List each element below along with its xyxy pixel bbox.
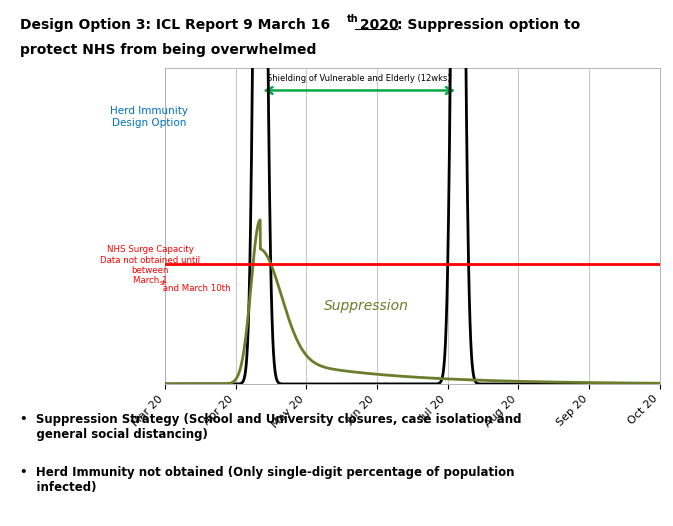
Text: and March 10th: and March 10th (160, 284, 231, 292)
Text: NHS Surge Capacity
Data not obtained until
between
March 1: NHS Surge Capacity Data not obtained unt… (100, 245, 200, 285)
Text: •  Herd Immunity not obtained (Only single-digit percentage of population
    in: • Herd Immunity not obtained (Only singl… (20, 466, 515, 493)
Text: protect NHS from being overwhelmed: protect NHS from being overwhelmed (20, 43, 316, 57)
Text: st: st (160, 280, 166, 286)
Text: : Suppression option to: : Suppression option to (397, 18, 580, 33)
Text: Shielding of Vulnerable and Elderly (12wks): Shielding of Vulnerable and Elderly (12w… (267, 74, 451, 83)
Text: Design Option 3: ICL Report 9 March 16: Design Option 3: ICL Report 9 March 16 (20, 18, 330, 33)
Text: Herd Immunity
Design Option: Herd Immunity Design Option (110, 106, 188, 128)
Text: 2020: 2020 (355, 18, 399, 33)
Text: •  Suppression Strategy (School and University closures, case isolation and
    : • Suppression Strategy (School and Unive… (20, 413, 522, 441)
Text: Suppression: Suppression (324, 299, 409, 313)
Text: th: th (347, 14, 358, 24)
